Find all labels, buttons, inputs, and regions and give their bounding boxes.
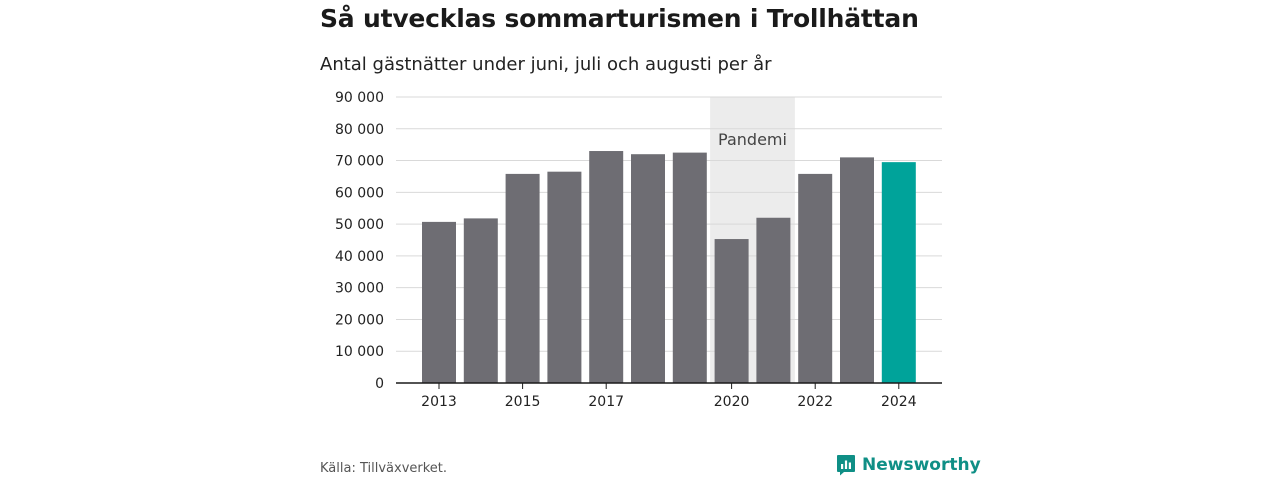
y-tick-label: 10 000 [335,344,384,360]
bar [881,162,916,383]
brand-logo-link[interactable]: Newsworthy [836,454,981,476]
chart-title: Så utvecklas sommarturismen i Trollhätta… [320,4,919,33]
shaded-region-label: Pandemi [718,130,787,149]
x-tick-label: 2022 [797,394,833,410]
y-tick-label: 30 000 [335,281,384,297]
y-tick-label: 90 000 [335,90,384,106]
x-tick-label: 2020 [714,394,750,410]
y-tick-label: 20 000 [335,312,384,328]
bar [505,173,540,383]
bar [840,157,874,383]
x-tick-label: 2013 [421,394,457,410]
source-note: Källa: Tillväxverket. [320,461,448,476]
bar [631,154,665,383]
y-tick-label: 50 000 [335,217,384,233]
x-tick-label: 2015 [505,394,541,410]
y-tick-label: 80 000 [335,122,384,138]
bar [756,217,791,383]
x-tick-label: 2024 [881,394,917,410]
brand-name: Newsworthy [862,455,981,475]
y-tick-label: 60 000 [335,185,384,201]
bar [463,218,498,383]
bar [589,151,624,383]
x-tick-label: 2017 [588,394,624,410]
chart-subtitle: Antal gästnätter under juni, juli och au… [320,54,772,75]
y-tick-label: 0 [375,376,384,392]
bar-chart-icon [837,455,855,476]
bar [547,171,582,383]
bar [798,173,833,383]
y-tick-label: 40 000 [335,249,384,265]
bar [714,239,749,383]
bar [672,152,707,383]
bar [422,221,456,383]
y-tick-label: 70 000 [335,154,384,170]
